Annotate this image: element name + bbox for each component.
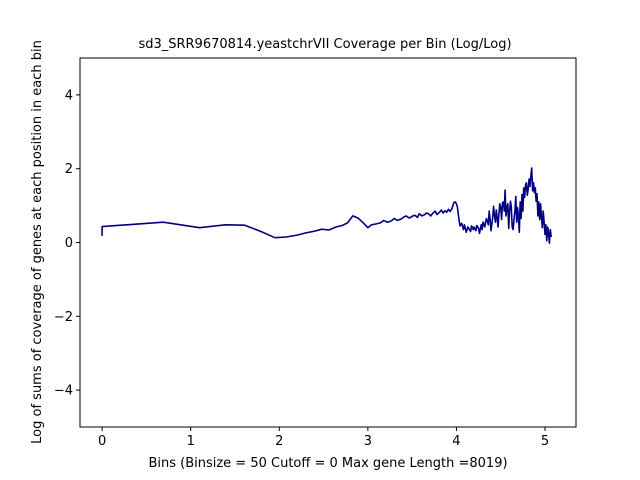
x-tick-label: 2 (275, 434, 283, 449)
x-tick-label: 0 (98, 434, 106, 449)
y-tick-label: 2 (65, 162, 73, 177)
x-tick-label: 4 (452, 434, 460, 449)
y-tick-label: −4 (54, 384, 73, 399)
x-tick-label: 1 (187, 434, 195, 449)
chart-title: sd3_SRR9670814.yeastchrVII Coverage per … (138, 37, 511, 52)
plot-area: 0 1 2 3 4 5 −4 −2 0 2 4 (54, 57, 577, 449)
x-tick-label: 5 (541, 434, 549, 449)
y-tick-label: 4 (65, 88, 73, 103)
y-tick-label: −2 (54, 310, 73, 325)
x-axis-label: Bins (Binsize = 50 Cutoff = 0 Max gene L… (148, 456, 507, 471)
y-axis-label: Log of sums of coverage of genes at each… (30, 40, 45, 444)
y-tick-label: 0 (65, 236, 73, 251)
x-tick-label: 3 (364, 434, 372, 449)
series-line-0 (101, 167, 552, 244)
